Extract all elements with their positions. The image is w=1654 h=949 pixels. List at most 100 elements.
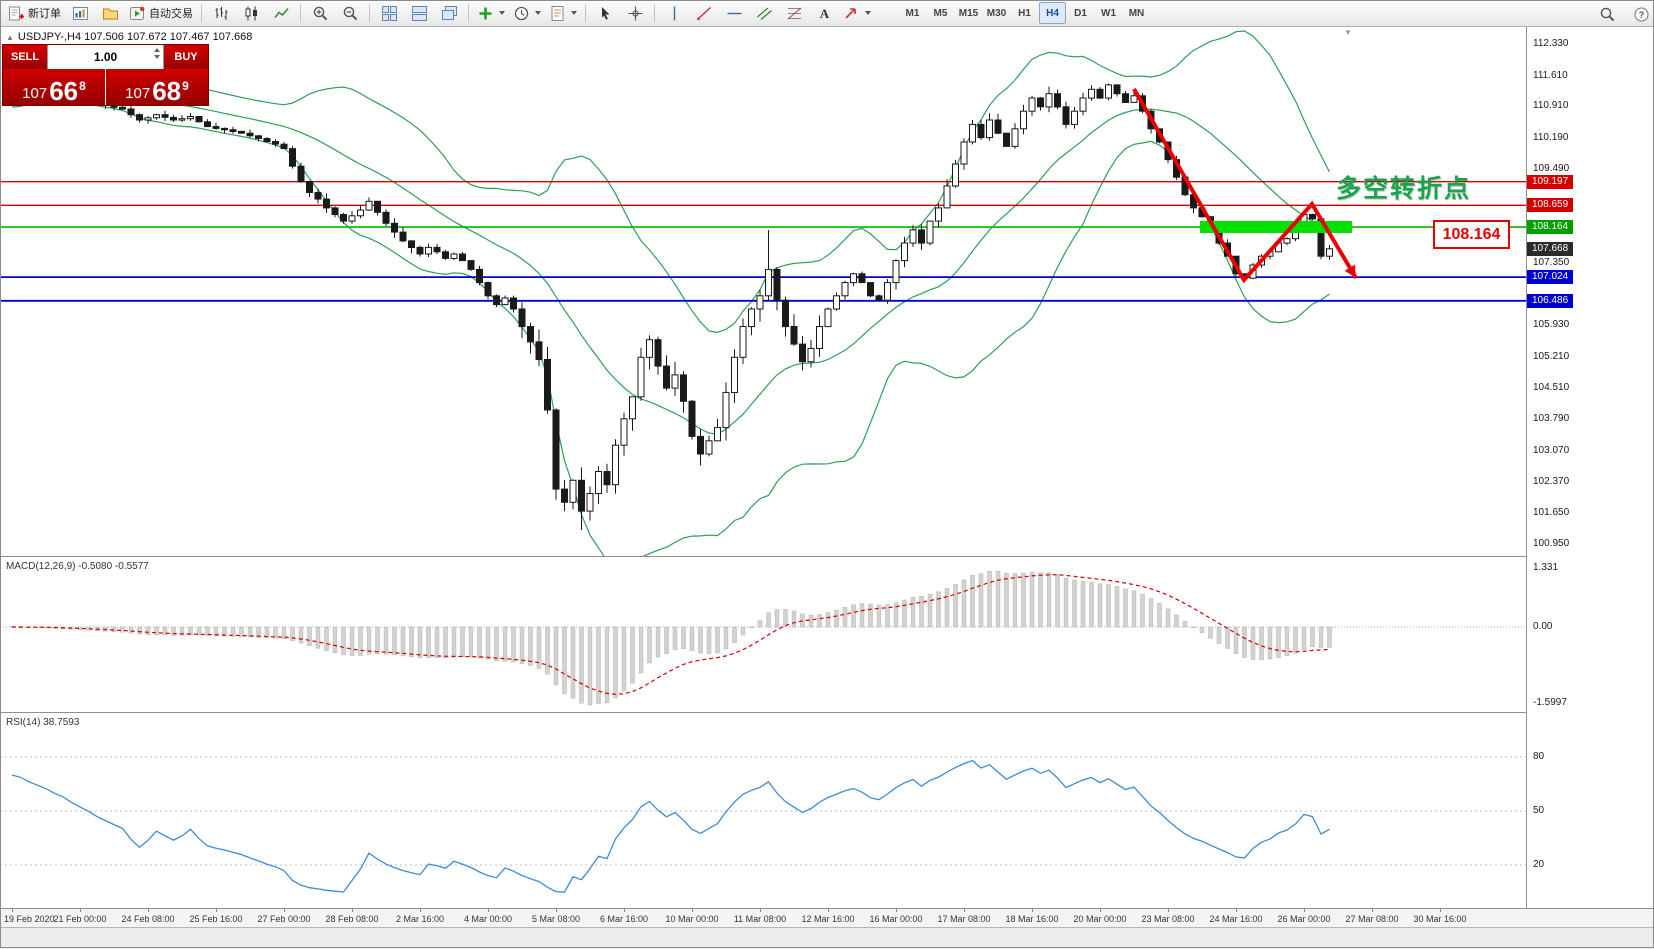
time-axis-label: 23 Mar 08:00 [1141, 914, 1195, 924]
one-click-collapse-icon[interactable]: ▲ [6, 32, 14, 42]
time-tick [556, 909, 557, 912]
indicator-axis-label: 20 [1533, 859, 1545, 870]
zoom-in-button[interactable] [305, 1, 335, 25]
cascade-windows-button[interactable] [434, 1, 464, 25]
periods-button[interactable] [509, 1, 545, 25]
macd-pane[interactable]: MACD(12,26,9) -0.5080 -0.5577 [0, 557, 1654, 712]
cursor-button[interactable] [590, 1, 620, 25]
zoom-out-button[interactable] [335, 1, 365, 25]
symbol-ohlc-text: USDJPY-,H4 107.506 107.672 107.467 107.6… [17, 31, 253, 43]
arrows-icon [843, 5, 860, 22]
time-axis-label: 2 Mar 16:00 [395, 914, 445, 924]
time-tick [352, 909, 353, 912]
price-axis-label: 105.930 [1533, 319, 1570, 330]
time-axis-label: 30 Mar 16:00 [1413, 914, 1467, 924]
equidistant-channel-button[interactable] [749, 1, 779, 25]
sell-price-big: 107 [22, 85, 48, 102]
profiles-button[interactable] [95, 1, 125, 25]
horizontal-line-button[interactable] [719, 1, 749, 25]
chart-window: ▲ USDJPY-,H4 107.506 107.672 107.467 107… [0, 26, 1654, 949]
price-pane[interactable]: ▲ USDJPY-,H4 107.506 107.672 107.467 107… [0, 26, 1654, 556]
rsi-pane[interactable]: RSI(14) 38.7593 [0, 713, 1654, 908]
price-axis-label: 109.490 [1533, 163, 1570, 174]
sell-price-button[interactable]: 107 66 8 [3, 69, 105, 105]
time-axis-label: 26 Mar 00:00 [1277, 914, 1331, 924]
caret-down-icon [571, 11, 577, 15]
buy-price-button[interactable]: 107 68 9 [106, 69, 208, 105]
trendline-button[interactable] [689, 1, 719, 25]
price-axis-label: 101.650 [1533, 507, 1570, 518]
hline-icon [726, 5, 743, 22]
templates-button[interactable] [545, 1, 581, 25]
arrange-windows-button[interactable] [404, 1, 434, 25]
sell-button[interactable]: SELL [3, 45, 47, 69]
time-axis-label: 18 Mar 16:00 [1005, 914, 1059, 924]
autotrading-button[interactable]: 自动交易 [125, 1, 197, 25]
toolbar-separator [468, 4, 469, 22]
volume-increase-icon[interactable] [154, 48, 160, 52]
volume-decrease-icon[interactable] [154, 55, 160, 59]
rsi-canvas[interactable] [0, 713, 1526, 908]
text-label-button[interactable]: A [809, 1, 839, 25]
new-order-button[interactable]: 新订单 [4, 1, 65, 25]
price-callout-box[interactable]: 108.164 [1433, 220, 1510, 249]
charts-window-button[interactable] [65, 1, 95, 25]
ohlc-bars-button[interactable] [206, 1, 236, 25]
price-tag: 107.668 [1527, 242, 1574, 256]
timeframe-mn-button[interactable]: MN [1128, 7, 1145, 19]
price-axis-label: 105.210 [1533, 351, 1570, 362]
periods-icon [513, 5, 530, 22]
chart-window-icon [72, 5, 89, 22]
tile-windows-button[interactable] [374, 1, 404, 25]
trend-arrow-line[interactable] [1132, 88, 1358, 284]
volume-spinner [154, 48, 160, 59]
vertical-line-button[interactable] [659, 1, 689, 25]
buy-button[interactable]: BUY [164, 45, 208, 69]
annotation-text[interactable]: 多空转折点 [1336, 175, 1472, 203]
line-chart-button[interactable] [266, 1, 296, 25]
support-zone-rectangle[interactable] [1200, 221, 1352, 233]
price-tag: 109.197 [1527, 175, 1574, 189]
price-chart-canvas[interactable] [0, 26, 1526, 556]
help-button[interactable]: ? [1626, 2, 1654, 26]
timeframe-d1-button[interactable]: D1 [1074, 7, 1087, 19]
toolbar: 新订单 自动交易 A M1 M5 M15 M30 H1 H4 D1 W1 MN? [0, 0, 1654, 27]
panel-resize-handle[interactable] [0, 712, 1654, 713]
chart-info-line: ▲ USDJPY-,H4 107.506 107.672 107.467 107… [6, 31, 252, 43]
price-axis-label: 111.610 [1533, 70, 1568, 81]
time-tick [488, 909, 489, 912]
time-axis-label: 11 Mar 08:00 [733, 914, 787, 924]
volume-input[interactable]: 1.00 [47, 45, 164, 69]
timeframe-m1-button[interactable]: M1 [905, 7, 920, 19]
panel-resize-handle[interactable] [0, 556, 1654, 557]
time-axis-label: 28 Feb 08:00 [325, 914, 379, 924]
axis-separator [1526, 26, 1527, 908]
timeframe-w1-button[interactable]: W1 [1101, 7, 1116, 19]
macd-label: MACD(12,26,9) -0.5080 -0.5577 [6, 561, 149, 572]
timeframe-m5-button[interactable]: M5 [933, 7, 948, 19]
indicator-axis-label: 50 [1533, 805, 1545, 816]
time-tick [1032, 909, 1033, 912]
help-icon: ? [1633, 6, 1650, 23]
one-click-trading-panel: SELL 1.00 BUY 107 66 8 107 [2, 44, 209, 106]
time-tick [284, 909, 285, 912]
time-tick [964, 909, 965, 912]
timeframe-h4-button[interactable]: H4 [1039, 2, 1066, 24]
autotrading-label: 自动交易 [149, 8, 193, 20]
timeframe-h1-button[interactable]: H1 [1018, 7, 1031, 19]
time-tick [760, 909, 761, 912]
timeframe-m30-button[interactable]: M30 [986, 7, 1007, 19]
macd-canvas[interactable] [0, 557, 1526, 712]
sell-price-sup: 8 [79, 79, 86, 93]
fibonacci-button[interactable] [779, 1, 809, 25]
indicators-icon [477, 5, 494, 22]
arrange-windows-icon [411, 5, 428, 22]
crosshair-button[interactable] [620, 1, 650, 25]
timeframe-group: M1 M5 M15 M30 H1 H4 D1 W1 MN [899, 2, 1150, 24]
candles-button[interactable] [236, 1, 266, 25]
arrows-button[interactable] [839, 1, 875, 25]
caret-down-icon [499, 11, 505, 15]
indicators-button[interactable] [473, 1, 509, 25]
search-button[interactable] [1592, 2, 1622, 26]
timeframe-m15-button[interactable]: M15 [958, 7, 979, 19]
